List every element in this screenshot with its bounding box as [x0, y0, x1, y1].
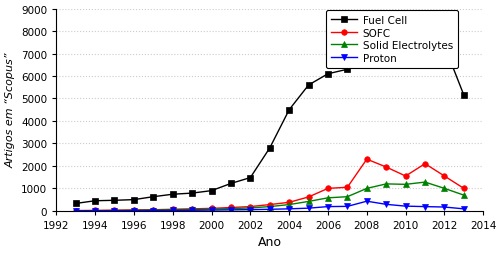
SOFC — [305, 196, 311, 199]
Proton — [421, 205, 427, 208]
Fuel Cell — [305, 84, 311, 87]
Proton — [131, 209, 137, 212]
Y-axis label: Artigos em “Scopus”: Artigos em “Scopus” — [6, 53, 16, 168]
SOFC — [440, 175, 446, 178]
Solid Electrolytes — [460, 194, 466, 197]
Fuel Cell — [324, 73, 330, 76]
Proton — [169, 209, 175, 212]
Line: Fuel Cell: Fuel Cell — [73, 22, 466, 207]
Proton — [266, 208, 272, 211]
Line: SOFC: SOFC — [73, 157, 466, 213]
Proton — [305, 207, 311, 210]
Fuel Cell — [460, 94, 466, 97]
Proton — [111, 209, 117, 212]
Solid Electrolytes — [286, 203, 292, 206]
SOFC — [421, 163, 427, 166]
Solid Electrolytes — [421, 181, 427, 184]
Fuel Cell — [73, 202, 79, 205]
Line: Solid Electrolytes: Solid Electrolytes — [73, 180, 466, 214]
Fuel Cell — [344, 68, 350, 71]
Fuel Cell — [382, 47, 388, 50]
SOFC — [131, 209, 137, 212]
Solid Electrolytes — [363, 187, 369, 190]
Proton — [286, 208, 292, 211]
Solid Electrolytes — [150, 209, 156, 212]
SOFC — [266, 203, 272, 206]
Proton — [344, 205, 350, 208]
Proton — [92, 209, 98, 212]
Solid Electrolytes — [344, 195, 350, 198]
Proton — [363, 200, 369, 203]
SOFC — [73, 209, 79, 212]
Solid Electrolytes — [111, 209, 117, 212]
Fuel Cell — [189, 192, 195, 195]
Solid Electrolytes — [247, 207, 253, 210]
Proton — [150, 209, 156, 212]
Solid Electrolytes — [402, 183, 408, 186]
Line: Proton: Proton — [73, 199, 466, 214]
SOFC — [227, 206, 233, 209]
SOFC — [208, 207, 214, 210]
Fuel Cell — [402, 30, 408, 34]
Solid Electrolytes — [189, 208, 195, 211]
Solid Electrolytes — [324, 197, 330, 200]
SOFC — [189, 208, 195, 211]
Solid Electrolytes — [440, 187, 446, 190]
Fuel Cell — [266, 147, 272, 150]
Solid Electrolytes — [208, 208, 214, 211]
Fuel Cell — [286, 109, 292, 112]
SOFC — [382, 166, 388, 169]
SOFC — [324, 187, 330, 190]
Proton — [402, 205, 408, 208]
SOFC — [460, 187, 466, 190]
Fuel Cell — [421, 24, 427, 27]
SOFC — [92, 209, 98, 212]
Fuel Cell — [131, 198, 137, 201]
Solid Electrolytes — [266, 205, 272, 208]
Solid Electrolytes — [92, 209, 98, 212]
Solid Electrolytes — [169, 208, 175, 211]
Proton — [208, 209, 214, 212]
Fuel Cell — [363, 55, 369, 58]
Proton — [324, 205, 330, 208]
X-axis label: Ano: Ano — [257, 235, 281, 248]
SOFC — [363, 158, 369, 161]
SOFC — [402, 175, 408, 178]
Fuel Cell — [169, 193, 175, 196]
SOFC — [150, 208, 156, 211]
Proton — [73, 210, 79, 213]
Legend: Fuel Cell, SOFC, Solid Electrolytes, Proton: Fuel Cell, SOFC, Solid Electrolytes, Pro… — [326, 11, 457, 69]
Solid Electrolytes — [382, 183, 388, 186]
Proton — [189, 209, 195, 212]
SOFC — [247, 205, 253, 208]
Proton — [440, 206, 446, 209]
SOFC — [169, 208, 175, 211]
Fuel Cell — [247, 176, 253, 179]
Solid Electrolytes — [227, 207, 233, 210]
SOFC — [344, 186, 350, 189]
Fuel Cell — [92, 199, 98, 202]
Solid Electrolytes — [305, 200, 311, 203]
Fuel Cell — [440, 45, 446, 48]
Fuel Cell — [208, 189, 214, 192]
Proton — [382, 203, 388, 206]
Fuel Cell — [111, 199, 117, 202]
Proton — [247, 208, 253, 211]
SOFC — [111, 209, 117, 212]
SOFC — [286, 201, 292, 204]
Solid Electrolytes — [131, 209, 137, 212]
Proton — [227, 209, 233, 212]
Solid Electrolytes — [73, 209, 79, 212]
Fuel Cell — [150, 195, 156, 198]
Proton — [460, 208, 466, 211]
Fuel Cell — [227, 182, 233, 185]
